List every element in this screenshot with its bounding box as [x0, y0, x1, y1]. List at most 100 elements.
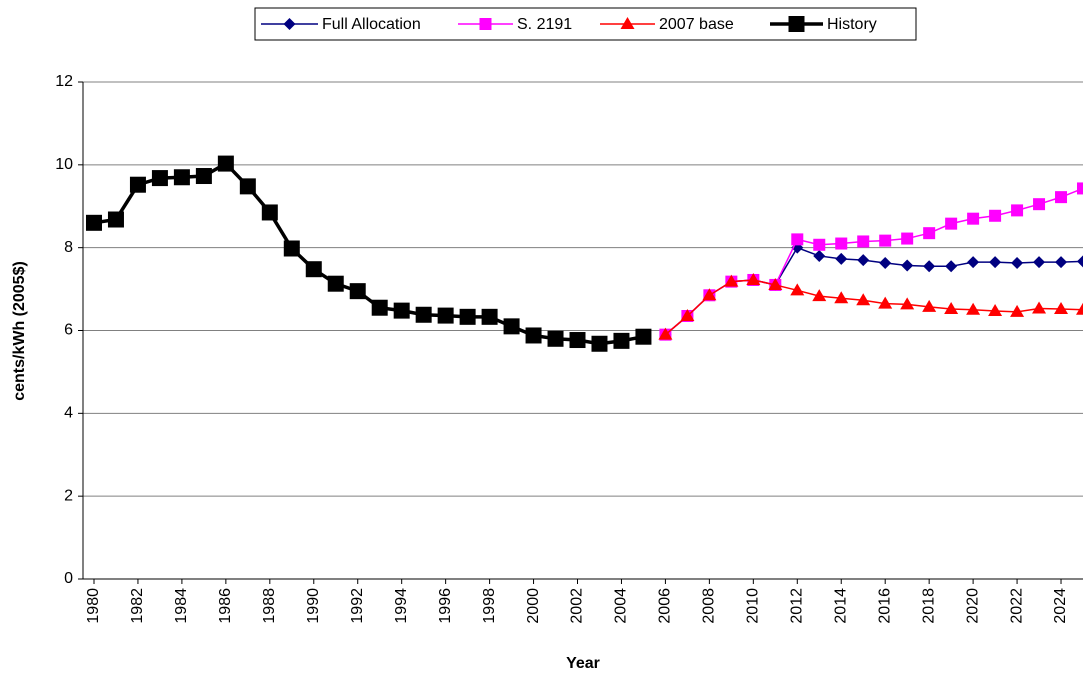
data-point: [923, 260, 936, 273]
data-point: [857, 254, 870, 267]
legend-marker: [479, 18, 492, 30]
x-tick-label: 1996: [437, 588, 454, 624]
y-tick-label: 2: [64, 487, 73, 504]
x-tick-label: 1986: [217, 588, 234, 624]
data-point: [901, 232, 914, 245]
x-tick-label: 2002: [569, 588, 586, 624]
data-point: [1077, 182, 1083, 195]
data-point: [1055, 191, 1068, 204]
x-tick-label: 2000: [525, 588, 542, 624]
data-point: [1054, 301, 1069, 314]
legend-label: Full Allocation: [322, 16, 421, 33]
data-point: [966, 302, 981, 315]
y-axis-label: cents/kWh (2005$): [11, 261, 28, 401]
data-point: [261, 204, 278, 221]
x-axis-label: Year: [566, 655, 600, 672]
data-point: [1032, 301, 1047, 314]
data-point: [151, 170, 168, 187]
data-point: [879, 234, 892, 247]
data-point: [702, 288, 717, 301]
legend-label: 2007 base: [659, 16, 734, 33]
data-point: [812, 289, 827, 302]
data-point: [724, 274, 739, 287]
data-point: [857, 235, 870, 248]
data-point: [878, 296, 893, 309]
data-point: [900, 297, 915, 310]
data-point: [680, 309, 695, 322]
x-tick-label: 2024: [1052, 588, 1069, 624]
x-tick-label: 2008: [701, 588, 718, 624]
x-tick-label: 1982: [129, 588, 146, 624]
data-point: [945, 260, 958, 273]
data-point: [835, 237, 848, 250]
data-point: [813, 238, 826, 251]
y-tick-label: 12: [55, 73, 73, 90]
y-tick-label: 6: [64, 322, 73, 339]
data-point: [768, 277, 783, 290]
data-point: [371, 299, 388, 316]
data-point: [1033, 198, 1046, 211]
data-point: [967, 256, 980, 269]
data-point: [813, 249, 826, 262]
series-line: [664, 279, 1083, 336]
x-tick-label: 1988: [261, 588, 278, 624]
data-point: [459, 308, 476, 325]
data-point: [239, 178, 256, 195]
data-point: [923, 227, 936, 240]
y-tick-label: 10: [55, 156, 73, 173]
data-point: [834, 291, 849, 304]
data-point: [195, 168, 212, 185]
x-tick-label: 2006: [657, 588, 674, 624]
legend-marker: [788, 16, 805, 32]
data-point: [173, 169, 190, 186]
y-tick-label: 0: [64, 570, 73, 587]
data-point: [305, 261, 322, 278]
data-point: [1010, 304, 1025, 317]
series-line: [93, 161, 644, 346]
x-tick-label: 1992: [349, 588, 366, 624]
x-tick-label: 1994: [393, 588, 410, 624]
y-tick-label: 4: [64, 405, 73, 422]
data-point: [415, 306, 432, 323]
data-point: [1055, 256, 1068, 269]
data-point: [481, 308, 498, 325]
data-point: [503, 318, 520, 335]
legend-label: S. 2191: [517, 16, 572, 33]
x-tick-label: 1980: [85, 588, 102, 624]
legend-marker: [620, 17, 635, 29]
data-point: [327, 275, 344, 292]
x-tick-label: 1984: [173, 588, 190, 624]
x-tick-label: 2012: [789, 588, 806, 624]
data-point: [922, 299, 937, 312]
data-point: [1076, 302, 1083, 315]
data-point: [217, 155, 234, 172]
data-point: [879, 256, 892, 269]
data-point: [945, 217, 958, 230]
data-point: [107, 211, 124, 228]
x-tick-label: 2004: [613, 588, 630, 624]
data-point: [525, 327, 542, 344]
legend-marker: [283, 18, 296, 30]
data-point: [989, 209, 1002, 222]
x-tick-label: 2018: [920, 588, 937, 624]
data-point: [591, 335, 608, 352]
data-point: [1011, 256, 1024, 269]
x-tick-label: 1990: [305, 588, 322, 624]
data-point: [856, 293, 871, 306]
data-point: [437, 307, 454, 324]
data-point: [283, 240, 300, 257]
data-point: [1011, 204, 1024, 217]
data-point: [393, 302, 410, 319]
x-tick-label: 1998: [481, 588, 498, 624]
data-point: [613, 332, 630, 349]
legend-label: History: [827, 16, 877, 33]
data-point: [85, 214, 102, 231]
data-point: [349, 283, 366, 300]
y-tick-label: 8: [64, 239, 73, 256]
x-tick-label: 2020: [964, 588, 981, 624]
data-point: [1033, 256, 1046, 269]
x-tick-label: 2022: [1008, 588, 1025, 624]
data-point: [989, 256, 1002, 269]
x-tick-label: 2010: [745, 588, 762, 624]
